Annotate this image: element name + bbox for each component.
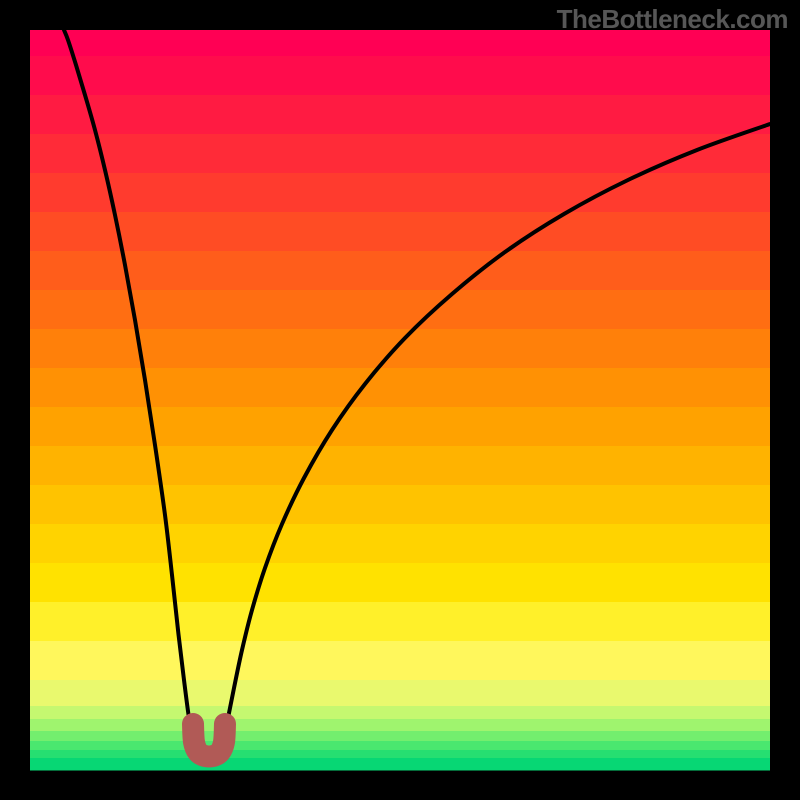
- chart-container: { "watermark": { "text": "TheBottleneck.…: [0, 0, 800, 800]
- bottleneck-curve-chart: [0, 0, 800, 800]
- watermark-text: TheBottleneck.com: [557, 4, 788, 35]
